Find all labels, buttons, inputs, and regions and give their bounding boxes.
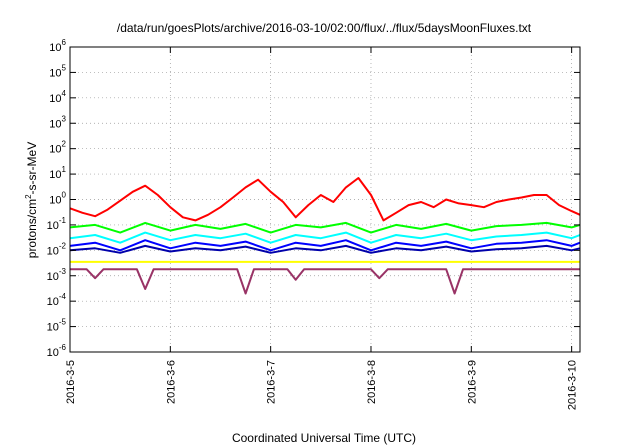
y-tick-label: 10-3 [47,267,67,283]
x-tick-label: 2016-3-5 [65,360,77,404]
plot-clip-group [69,177,581,295]
y-tick-label: 103 [49,114,66,130]
x-tick-label: 2016-3-8 [366,360,378,404]
y-tick-label: 10-1 [47,216,67,232]
x-tick-label: 2016-3-9 [466,360,478,404]
series-line-0 [69,177,581,222]
y-tick-label: 10-4 [47,292,67,308]
x-tick-label: 2016-3-6 [165,360,177,404]
x-axis: 2016-3-5 2016-3-6 2016-3-7 2016-3-8 2016-3-9… [65,47,579,410]
y-tick-label: 100 [49,191,66,207]
y-axis-label: protons/cm2-s-sr-MeV [24,142,39,258]
grid [70,47,580,352]
y-tick-label: 10-5 [47,318,67,334]
series-line-2 [69,231,581,244]
x-tick-label: 2016-3-10 [567,360,579,410]
y-tick-label: 102 [49,140,66,156]
y-tick-label: 106 [49,38,66,54]
y-tick-label: 10-6 [47,343,67,359]
series-line-4 [69,244,581,254]
series-line-6 [70,268,580,295]
y-tick-label: 101 [49,165,66,181]
x-tick-label: 2016-3-7 [266,360,278,404]
y-tick-label: 10-2 [47,241,67,257]
chart-title: /data/run/goesPlots/archive/2016-03-10/0… [117,21,532,35]
x-axis-label: Coordinated Universal Time (UTC) [232,431,416,445]
series-line-3 [69,239,581,252]
series-line-1 [69,221,581,234]
y-axis: 10-6 10-5 10-4 10-3 10-2 10-1 100 101 102 103 104 1… [47,38,580,359]
y-tick-label: 105 [49,63,66,79]
y-tick-label: 104 [49,89,66,105]
